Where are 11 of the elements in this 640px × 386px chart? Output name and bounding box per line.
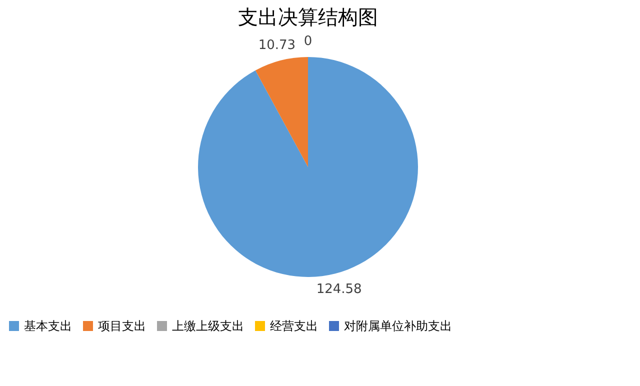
text: 0 (304, 34, 312, 49)
pie-slice (255, 57, 308, 167)
chart-title: 支出决算结构图 (238, 5, 378, 29)
legend-label: 经营支出 (270, 319, 318, 333)
legend-label: 对附属单位补助支出 (344, 319, 452, 333)
pie-slice (198, 57, 418, 277)
legend-label: 基本支出 (24, 319, 72, 333)
data-label: 10.73 (258, 38, 296, 53)
data-label: 124.58 (316, 282, 362, 298)
legend-label: 上缴上级支出 (172, 319, 244, 333)
legend-label: 项目支出 (98, 319, 146, 333)
